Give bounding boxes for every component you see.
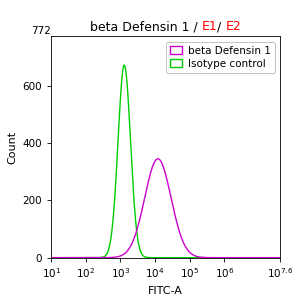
Text: 772: 772 xyxy=(31,26,51,36)
Legend: beta Defensin 1, Isotype control: beta Defensin 1, Isotype control xyxy=(166,42,275,73)
Text: /: / xyxy=(217,20,226,33)
Text: E2: E2 xyxy=(226,20,241,33)
Text: E1: E1 xyxy=(202,20,217,33)
X-axis label: FITC-A: FITC-A xyxy=(148,286,183,296)
Text: beta Defensin 1 /: beta Defensin 1 / xyxy=(90,20,202,33)
Y-axis label: Count: Count xyxy=(7,131,17,164)
